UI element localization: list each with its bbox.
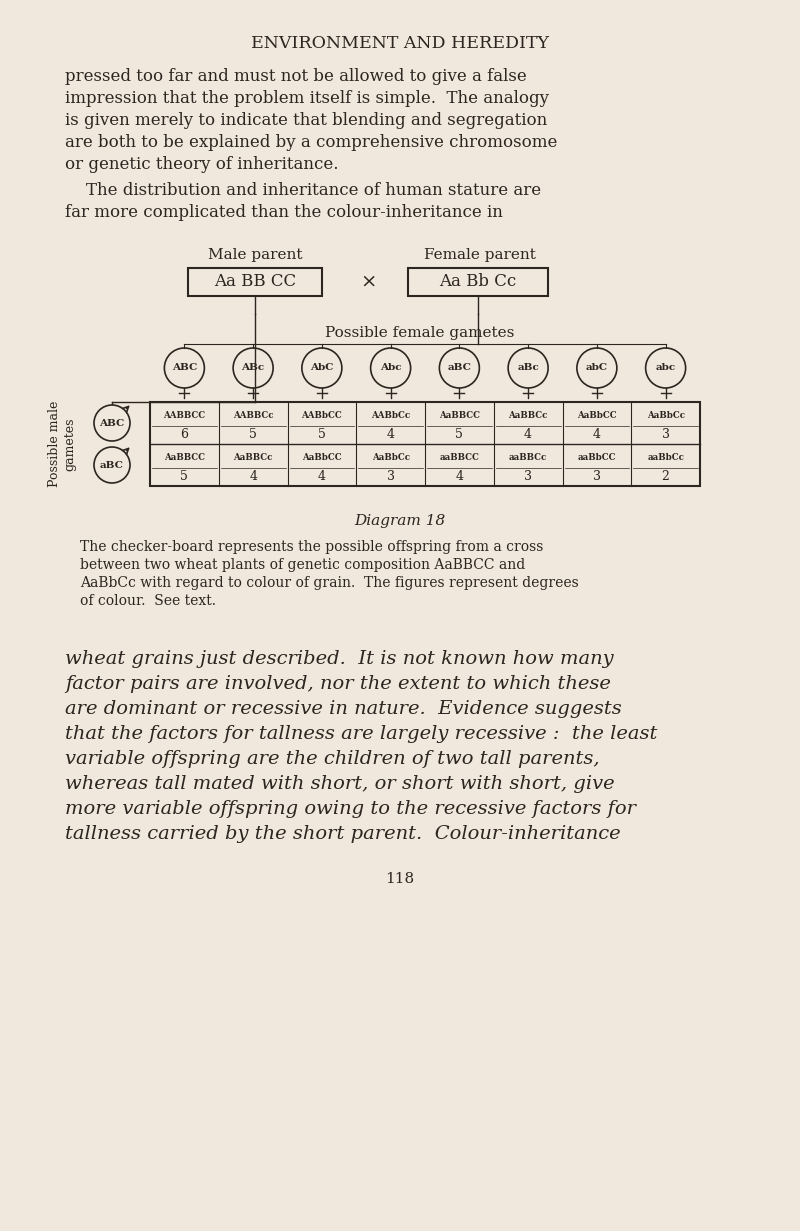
Text: whereas tall mated with short, or short with short, give: whereas tall mated with short, or short …	[65, 776, 614, 793]
Text: aaBbCc: aaBbCc	[647, 453, 684, 462]
Text: or genetic theory of inheritance.: or genetic theory of inheritance.	[65, 156, 338, 174]
Text: AaBbCc: AaBbCc	[372, 453, 410, 462]
Text: AaBBCC: AaBBCC	[164, 453, 205, 462]
Text: that the factors for tallness are largely recessive :  the least: that the factors for tallness are largel…	[65, 725, 658, 744]
Text: 5: 5	[249, 428, 257, 442]
Text: abC: abC	[586, 363, 608, 373]
Text: The checker-board represents the possible offspring from a cross: The checker-board represents the possibl…	[80, 540, 543, 554]
Text: aaBBCc: aaBBCc	[509, 453, 547, 462]
Text: are dominant or recessive in nature.  Evidence suggests: are dominant or recessive in nature. Evi…	[65, 700, 622, 718]
Text: AaBBCC: AaBBCC	[439, 410, 480, 420]
Text: 4: 4	[524, 428, 532, 442]
Text: AaBbCc: AaBbCc	[646, 410, 685, 420]
Text: tallness carried by the short parent.  Colour-inheritance: tallness carried by the short parent. Co…	[65, 825, 621, 843]
FancyBboxPatch shape	[150, 403, 700, 486]
Text: far more complicated than the colour-inheritance in: far more complicated than the colour-inh…	[65, 204, 503, 222]
Text: 4: 4	[455, 470, 463, 484]
Text: more variable offspring owing to the recessive factors for: more variable offspring owing to the rec…	[65, 800, 636, 819]
Text: 3: 3	[662, 428, 670, 442]
Text: Abc: Abc	[380, 363, 402, 373]
Text: are both to be explained by a comprehensive chromosome: are both to be explained by a comprehens…	[65, 134, 558, 151]
Text: ABC: ABC	[99, 419, 125, 427]
Text: impression that the problem itself is simple.  The analogy: impression that the problem itself is si…	[65, 90, 549, 107]
FancyBboxPatch shape	[408, 268, 548, 295]
Text: AaBBCc: AaBBCc	[509, 410, 548, 420]
Text: 3: 3	[593, 470, 601, 484]
Text: AABBCc: AABBCc	[233, 410, 274, 420]
Text: is given merely to indicate that blending and segregation: is given merely to indicate that blendin…	[65, 112, 547, 129]
Text: variable offspring are the children of two tall parents,: variable offspring are the children of t…	[65, 750, 600, 768]
Text: 2: 2	[662, 470, 670, 484]
Text: 4: 4	[386, 428, 394, 442]
Text: aBC: aBC	[100, 460, 124, 469]
Text: ×: ×	[360, 273, 376, 291]
Text: AaBBCc: AaBBCc	[234, 453, 273, 462]
Text: Aa Bb Cc: Aa Bb Cc	[439, 273, 517, 291]
Text: of colour.  See text.: of colour. See text.	[80, 595, 216, 608]
Text: abc: abc	[655, 363, 676, 373]
Text: AABBCC: AABBCC	[163, 410, 206, 420]
Text: 118: 118	[386, 872, 414, 886]
Text: aaBbCC: aaBbCC	[578, 453, 616, 462]
Text: 4: 4	[318, 470, 326, 484]
Text: AaBbCC: AaBbCC	[302, 453, 342, 462]
Text: AbC: AbC	[310, 363, 334, 373]
Text: AABbCC: AABbCC	[302, 410, 342, 420]
Text: Possible female gametes: Possible female gametes	[326, 326, 514, 340]
Text: AaBbCc with regard to colour of grain.  The figures represent degrees: AaBbCc with regard to colour of grain. T…	[80, 576, 578, 590]
Text: 4: 4	[593, 428, 601, 442]
Text: aBC: aBC	[447, 363, 471, 373]
Text: aBc: aBc	[518, 363, 539, 373]
Text: Possible male
gametes: Possible male gametes	[48, 401, 76, 487]
Text: aaBBCC: aaBBCC	[439, 453, 479, 462]
Text: Male parent: Male parent	[208, 247, 302, 262]
Text: 6: 6	[180, 428, 188, 442]
Text: Diagram 18: Diagram 18	[354, 515, 446, 528]
Text: Aa BB CC: Aa BB CC	[214, 273, 296, 291]
Text: 5: 5	[181, 470, 188, 484]
Text: 5: 5	[455, 428, 463, 442]
Text: ABC: ABC	[172, 363, 197, 373]
Text: AABbCc: AABbCc	[371, 410, 410, 420]
Text: 3: 3	[386, 470, 394, 484]
FancyBboxPatch shape	[188, 268, 322, 295]
Text: AaBbCC: AaBbCC	[577, 410, 617, 420]
Text: 5: 5	[318, 428, 326, 442]
Text: ABc: ABc	[242, 363, 265, 373]
Text: Female parent: Female parent	[424, 247, 536, 262]
Text: wheat grains just described.  It is not known how many: wheat grains just described. It is not k…	[65, 650, 614, 668]
Text: pressed too far and must not be allowed to give a false: pressed too far and must not be allowed …	[65, 68, 526, 85]
Text: The distribution and inheritance of human stature are: The distribution and inheritance of huma…	[65, 182, 541, 199]
Text: between two wheat plants of genetic composition AaBBCC and: between two wheat plants of genetic comp…	[80, 558, 526, 572]
Text: ENVIRONMENT AND HEREDITY: ENVIRONMENT AND HEREDITY	[251, 34, 549, 52]
Text: 3: 3	[524, 470, 532, 484]
Text: 4: 4	[249, 470, 257, 484]
Text: factor pairs are involved, nor the extent to which these: factor pairs are involved, nor the exten…	[65, 675, 611, 693]
